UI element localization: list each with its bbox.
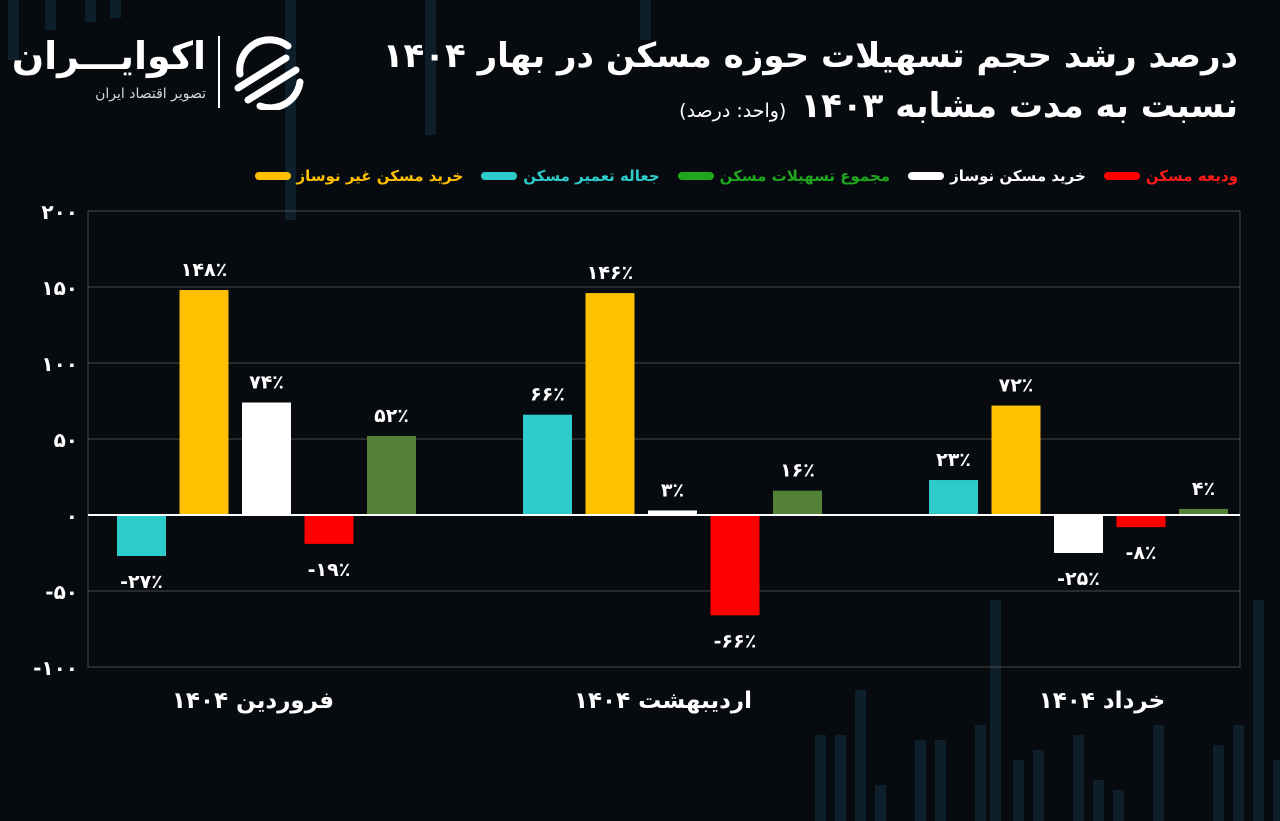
data-label: ۲۳٪ <box>936 449 971 471</box>
bar <box>523 414 572 515</box>
legend-label: مجموع تسهیلات مسکن <box>719 167 891 185</box>
x-category-label: خرداد ۱۴۰۴ <box>1039 688 1166 714</box>
legend-swatch <box>908 172 945 180</box>
bar <box>929 480 978 515</box>
background-bar <box>1093 780 1104 821</box>
legend-swatch <box>481 172 518 180</box>
chart-title-line1: درصد رشد حجم تسهیلات حوزه مسکن در بهار ۱… <box>382 36 1238 76</box>
y-tick-label: ۵۰ <box>54 428 78 452</box>
background-bar <box>975 725 986 821</box>
bar <box>648 510 697 515</box>
bar <box>179 290 229 515</box>
data-label: -۱۹٪ <box>308 559 351 581</box>
y-tick-label: ۰ <box>66 504 78 528</box>
background-bar <box>815 735 826 821</box>
bar <box>1054 515 1103 553</box>
legend-item: مجموع تسهیلات مسکن <box>677 167 891 185</box>
brand-logo: اکوایـــران تصویر اقتصاد ایران <box>11 34 318 114</box>
legend-item: جعاله تعمیر مسکن <box>481 167 660 185</box>
background-bar <box>1113 790 1124 821</box>
background-bar <box>1273 760 1280 821</box>
bar <box>117 515 166 557</box>
bar <box>710 515 760 616</box>
legend-item: خرید مسکن غیر نوساز <box>254 167 464 185</box>
y-tick-label: -۵۰ <box>45 580 78 604</box>
background-bar <box>1013 760 1024 821</box>
unit-note: (واحد: درصد) <box>679 100 787 122</box>
bar <box>773 490 822 515</box>
bar <box>585 293 635 515</box>
title-line2-text: نسبت به مدت مشابه ۱۴۰۳ <box>800 86 1238 126</box>
background-bar <box>640 0 651 40</box>
bar <box>1116 515 1166 528</box>
data-label: ۱۶٪ <box>780 460 815 482</box>
data-label: ۶۶٪ <box>530 384 565 406</box>
bar <box>242 402 291 515</box>
background-bar <box>990 600 1001 821</box>
background-bar <box>935 740 946 821</box>
chart-title-line2: نسبت به مدت مشابه ۱۴۰۳ (واحد: درصد) <box>679 86 1238 126</box>
bar <box>991 405 1041 515</box>
legend-swatch <box>677 172 714 180</box>
y-tick-label: ۲۰۰ <box>41 200 78 224</box>
y-tick-label: ۱۵۰ <box>41 276 78 300</box>
logo-tagline: تصویر اقتصاد ایران <box>95 86 206 102</box>
background-bar <box>425 0 436 135</box>
ecoiran-logo-icon <box>234 36 304 110</box>
bar <box>1179 508 1228 515</box>
legend-swatch <box>1103 172 1140 180</box>
data-label: -۲۵٪ <box>1057 568 1100 590</box>
legend-label: ودیعه مسکن <box>1145 167 1238 185</box>
x-category-label: فروردین ۱۴۰۴ <box>172 688 334 714</box>
bar <box>304 515 354 544</box>
logo-divider <box>218 36 220 108</box>
legend-label: خرید مسکن غیر نوساز <box>296 167 464 185</box>
data-label: ۴٪ <box>1192 478 1215 500</box>
data-label: ۷۴٪ <box>249 372 284 394</box>
data-label: ۱۴۶٪ <box>587 262 633 284</box>
background-bar <box>1073 735 1084 821</box>
background-bar <box>1153 725 1164 821</box>
data-label: ۷۲٪ <box>999 375 1034 397</box>
background-bar <box>85 0 96 22</box>
background-bar <box>1213 745 1224 821</box>
data-label: -۲۷٪ <box>120 571 163 593</box>
background-bar <box>1253 600 1264 821</box>
legend-item: ودیعه مسکن <box>1103 167 1238 185</box>
bar <box>367 435 416 515</box>
background-bar <box>110 0 121 18</box>
legend-label: خرید مسکن نوساز <box>950 167 1086 185</box>
background-bar <box>915 740 926 821</box>
background-bar <box>835 735 846 821</box>
legend-label: جعاله تعمیر مسکن <box>523 167 660 185</box>
y-tick-label: ۱۰۰ <box>41 352 78 376</box>
legend-item: خرید مسکن نوساز <box>908 167 1086 185</box>
y-tick-label: -۱۰۰ <box>33 656 78 680</box>
data-label: ۳٪ <box>661 479 684 501</box>
logo-name: اکوایـــران <box>11 34 206 78</box>
data-label: ۵۲٪ <box>374 405 409 427</box>
legend-swatch <box>254 172 291 180</box>
background-bar <box>875 785 886 821</box>
data-label: ۱۴۸٪ <box>181 259 227 281</box>
background-bar <box>285 0 296 220</box>
chart-legend: خرید مسکن غیر نوساز جعاله تعمیر مسکن مجموع… <box>254 164 1238 188</box>
background-bar <box>855 690 866 821</box>
x-category-label: اردیبهشت ۱۴۰۴ <box>574 688 752 714</box>
data-label: -۸٪ <box>1125 542 1156 564</box>
background-bar <box>1233 725 1244 821</box>
data-label: -۶۶٪ <box>714 630 757 652</box>
background-bar <box>1033 750 1044 821</box>
background-bar <box>8 0 19 60</box>
background-bar <box>45 0 56 30</box>
